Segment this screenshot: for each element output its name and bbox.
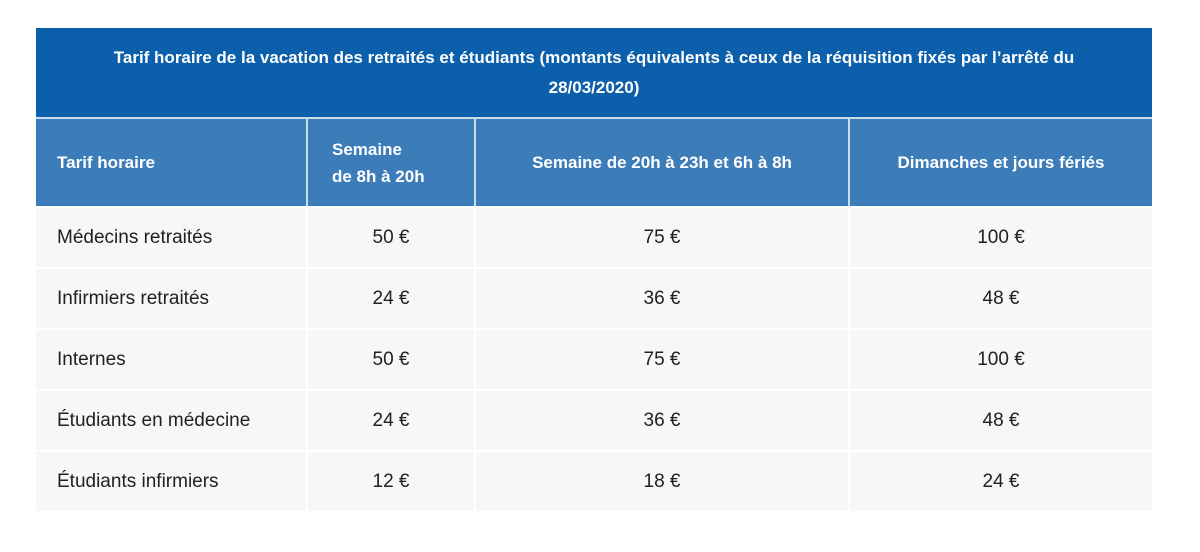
row-label: Médecins retraités <box>36 208 306 267</box>
rate-cell: 50 € <box>308 330 474 389</box>
rate-cell: 100 € <box>850 208 1152 267</box>
column-header-tarif-horaire: Tarif horaire <box>36 119 306 206</box>
table-header-row: Tarif horaire Semaine de 8h à 20h Semain… <box>36 117 1152 206</box>
table-row-etudiants-infirmiers: Étudiants infirmiers 12 € 18 € 24 € <box>36 452 1152 511</box>
column-header-semaine-8h-20h: Semaine de 8h à 20h <box>308 119 474 206</box>
row-label: Étudiants en médecine <box>36 391 306 450</box>
table-row-medecins-retraites: Médecins retraités 50 € 75 € 100 € <box>36 208 1152 267</box>
row-label: Étudiants infirmiers <box>36 452 306 511</box>
rate-cell: 36 € <box>476 391 848 450</box>
rate-cell: 50 € <box>308 208 474 267</box>
rate-cell: 24 € <box>850 452 1152 511</box>
table-row-etudiants-en-medecine: Étudiants en médecine 24 € 36 € 48 € <box>36 391 1152 450</box>
table-row-internes: Internes 50 € 75 € 100 € <box>36 330 1152 389</box>
rate-cell: 36 € <box>476 269 848 328</box>
rate-cell: 48 € <box>850 391 1152 450</box>
rate-cell: 24 € <box>308 391 474 450</box>
rate-cell: 100 € <box>850 330 1152 389</box>
column-header-dimanches-jours-feries: Dimanches et jours fériés <box>850 119 1152 206</box>
rate-cell: 48 € <box>850 269 1152 328</box>
row-label: Infirmiers retraités <box>36 269 306 328</box>
rate-cell: 24 € <box>308 269 474 328</box>
table-title: Tarif horaire de la vacation des retrait… <box>113 47 1075 97</box>
rate-cell: 18 € <box>476 452 848 511</box>
row-label: Internes <box>36 330 306 389</box>
tariff-table: Tarif horaire de la vacation des retrait… <box>36 28 1152 511</box>
rate-cell: 75 € <box>476 330 848 389</box>
table-title-banner: Tarif horaire de la vacation des retrait… <box>36 28 1152 117</box>
table-row-infirmiers-retraites: Infirmiers retraités 24 € 36 € 48 € <box>36 269 1152 328</box>
rate-cell: 12 € <box>308 452 474 511</box>
column-header-semaine-20h-23h-6h-8h: Semaine de 20h à 23h et 6h à 8h <box>476 119 848 206</box>
rate-cell: 75 € <box>476 208 848 267</box>
